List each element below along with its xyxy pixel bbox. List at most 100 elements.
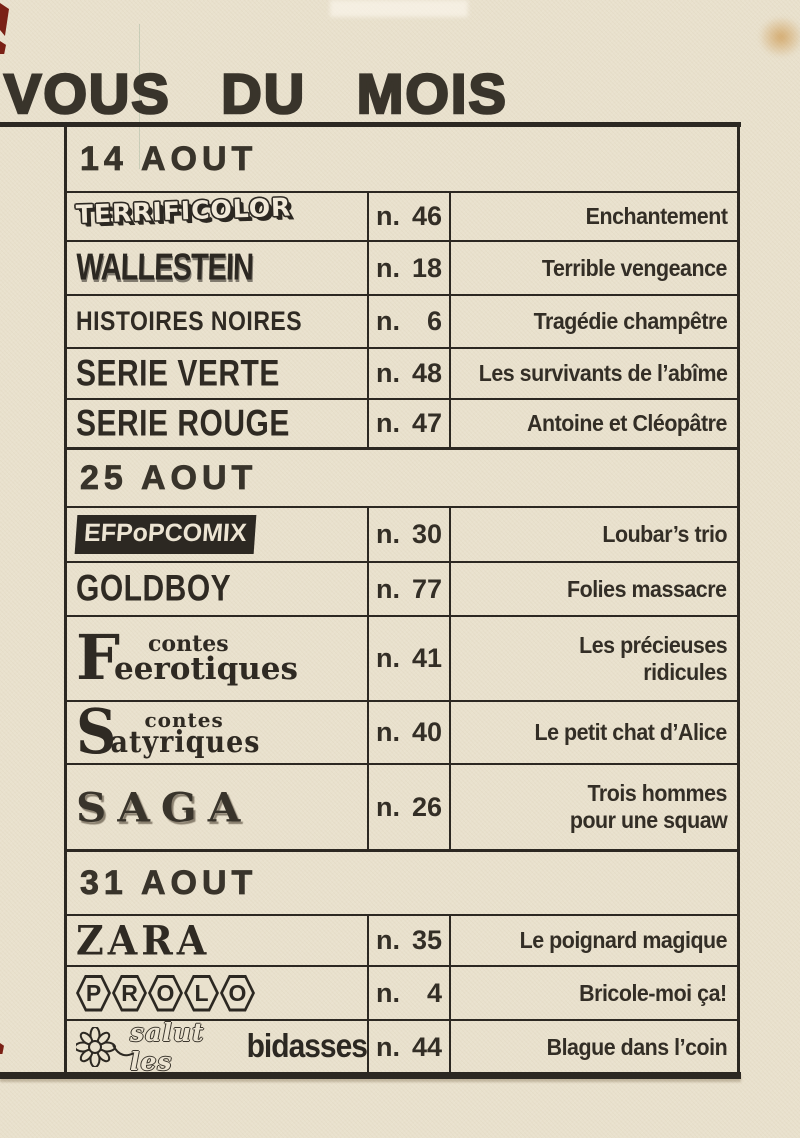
table-row-goldboy: GOLDBOY n. 77 Folies massacre bbox=[67, 563, 737, 617]
issue-number-cell: n. 6 bbox=[367, 296, 451, 347]
issue-number-cell: n. 77 bbox=[367, 563, 451, 615]
story-title-line: Les survivants de l’abîme bbox=[478, 360, 727, 387]
hex-nut-letter-face: O bbox=[151, 977, 180, 1009]
table-row-serie-rouge: SERIE ROUGE n. 47 Antoine et Cléopâtre bbox=[67, 400, 737, 447]
paper-stain bbox=[758, 16, 800, 58]
issue-number: 48 bbox=[411, 358, 442, 388]
number-prefix: n. bbox=[376, 717, 400, 747]
salut-les-bidasses-logo: salut les bidasses bbox=[76, 1018, 368, 1076]
number-prefix: n. bbox=[376, 408, 400, 438]
issue-number: 6 bbox=[426, 306, 442, 336]
release-schedule-table: 14 AOUT TERRIFICOLOR n. 46 Enchantement WALLE… bbox=[64, 127, 740, 1076]
saga-logo: SAGA bbox=[76, 783, 252, 831]
zara-logo: ZARA bbox=[76, 916, 211, 965]
number-prefix: n. bbox=[376, 201, 400, 231]
magazine-logo-cell: EFPoPCOMIX bbox=[67, 508, 367, 561]
daisy-icon bbox=[76, 1027, 137, 1067]
issue-number-cell: n. 26 bbox=[367, 765, 451, 849]
story-title-cell: Tragédie champêtre bbox=[451, 296, 737, 347]
story-title-line: ridicules bbox=[643, 658, 727, 685]
serie-rouge-logo: SERIE ROUGE bbox=[76, 402, 290, 444]
story-title-line: Blague dans l’coin bbox=[546, 1033, 727, 1060]
number-prefix: n. bbox=[376, 358, 400, 388]
number-prefix: n. bbox=[376, 573, 400, 604]
top-rule bbox=[0, 122, 741, 127]
section-25-aout: 25 AOUT EFPoPCOMIX n. 30 Loubar’s trio GOLDBO… bbox=[67, 450, 737, 852]
issue-number: 40 bbox=[411, 717, 442, 747]
ef-popcomix-logo: EFPoPCOMIX bbox=[74, 515, 256, 554]
hex-nut-letter: O bbox=[148, 974, 183, 1012]
terrificolor-logo: TERRIFICOLOR bbox=[75, 192, 292, 229]
story-title-line: Le poignard magique bbox=[519, 927, 728, 954]
logo-word-top: contes bbox=[144, 707, 224, 732]
issue-number-cell: n. 40 bbox=[367, 702, 451, 763]
table-row-terrificolor: TERRIFICOLOR n. 46 Enchantement bbox=[67, 192, 737, 242]
logo-initial: F bbox=[76, 621, 121, 695]
story-title-cell: Les précieuses ridicules bbox=[451, 617, 737, 700]
number-prefix: n. bbox=[376, 791, 400, 822]
issue-number: 18 bbox=[411, 252, 442, 283]
story-title-line: Trois hommes bbox=[587, 780, 728, 807]
issue-number: 77 bbox=[411, 573, 442, 604]
section-header-14-aout: 14 AOUT bbox=[67, 127, 737, 193]
paper-crease bbox=[139, 24, 140, 169]
magazine-logo-cell: SERIE ROUGE bbox=[67, 400, 367, 447]
issue-number-cell: n. 35 bbox=[367, 916, 451, 965]
histoires-noires-logo: HISTOIRES NOIRES bbox=[76, 305, 303, 336]
table-row-serie-verte: SERIE VERTE n. 48 Les survivants de l’abîme bbox=[67, 349, 737, 400]
issue-number-cell: n. 44 bbox=[367, 1021, 451, 1073]
number-prefix: n. bbox=[376, 519, 400, 549]
logo-word-bottom: eerotiques bbox=[114, 650, 298, 687]
story-title-line: Antoine et Cléopâtre bbox=[527, 410, 727, 437]
story-title-cell: Les survivants de l’abîme bbox=[451, 349, 737, 398]
story-title-line: Enchantement bbox=[585, 203, 727, 230]
story-title-cell: Le petit chat d’Alice bbox=[451, 702, 737, 763]
paper-pale-patch bbox=[330, 0, 468, 17]
table-row-wallestein: WALLESTEIN n. 18 Terrible vengeance bbox=[67, 242, 737, 296]
magazine-logo-cell: SAGA bbox=[67, 765, 367, 849]
story-title-cell: Bricole-moi ça! bbox=[451, 967, 737, 1019]
red-corner-mark bbox=[0, 1043, 4, 1054]
hex-nut-letter-face: P bbox=[79, 977, 108, 1009]
hex-nut-letter: P bbox=[76, 974, 111, 1012]
story-title-cell: Le poignard magique bbox=[451, 916, 737, 965]
table-row-histoires-noires: HISTOIRES NOIRES n. 6 Tragédie champêtre bbox=[67, 296, 737, 349]
issue-number: 47 bbox=[411, 408, 442, 438]
magazine-logo-cell: WALLESTEIN bbox=[67, 242, 367, 294]
hex-nut-letter: R bbox=[112, 974, 147, 1012]
story-title-cell: Folies massacre bbox=[451, 563, 737, 615]
issue-number: 4 bbox=[426, 977, 442, 1008]
logo-initial: S bbox=[76, 696, 117, 769]
issue-number: 46 bbox=[411, 201, 442, 231]
bottom-rule bbox=[0, 1072, 741, 1079]
issue-number: 26 bbox=[411, 791, 442, 822]
magazine-logo-cell: GOLDBOY bbox=[67, 563, 367, 615]
magazine-logo-cell: SERIE VERTE bbox=[67, 349, 367, 398]
issue-number: 30 bbox=[411, 519, 442, 549]
story-title-line: Bricole-moi ça! bbox=[579, 979, 727, 1006]
logo-words: contes atyriques bbox=[110, 707, 261, 760]
issue-number-cell: n. 41 bbox=[367, 617, 451, 700]
hex-nut-letter: L bbox=[184, 974, 219, 1012]
table-row-ef-popcomix: EFPoPCOMIX n. 30 Loubar’s trio bbox=[67, 508, 737, 563]
table-row-salut-les-bidasses: salut les bidasses n. 44 Blague dans l’coin bbox=[67, 1018, 737, 1076]
red-corner-mark bbox=[0, 3, 9, 36]
story-title-line: Terrible vengeance bbox=[541, 254, 727, 281]
issue-number-cell: n. 46 bbox=[367, 193, 451, 240]
number-prefix: n. bbox=[376, 643, 400, 673]
logo-word-bottom: atyriques bbox=[110, 725, 261, 760]
story-title-cell: Blague dans l’coin bbox=[451, 1021, 737, 1073]
hex-nut-letter-face: R bbox=[115, 977, 144, 1009]
issue-number: 35 bbox=[411, 925, 442, 955]
wallestein-logo: WALLESTEIN bbox=[75, 246, 254, 289]
story-title-cell: Terrible vengeance bbox=[451, 242, 737, 294]
logo-word-top: contes bbox=[148, 630, 229, 657]
